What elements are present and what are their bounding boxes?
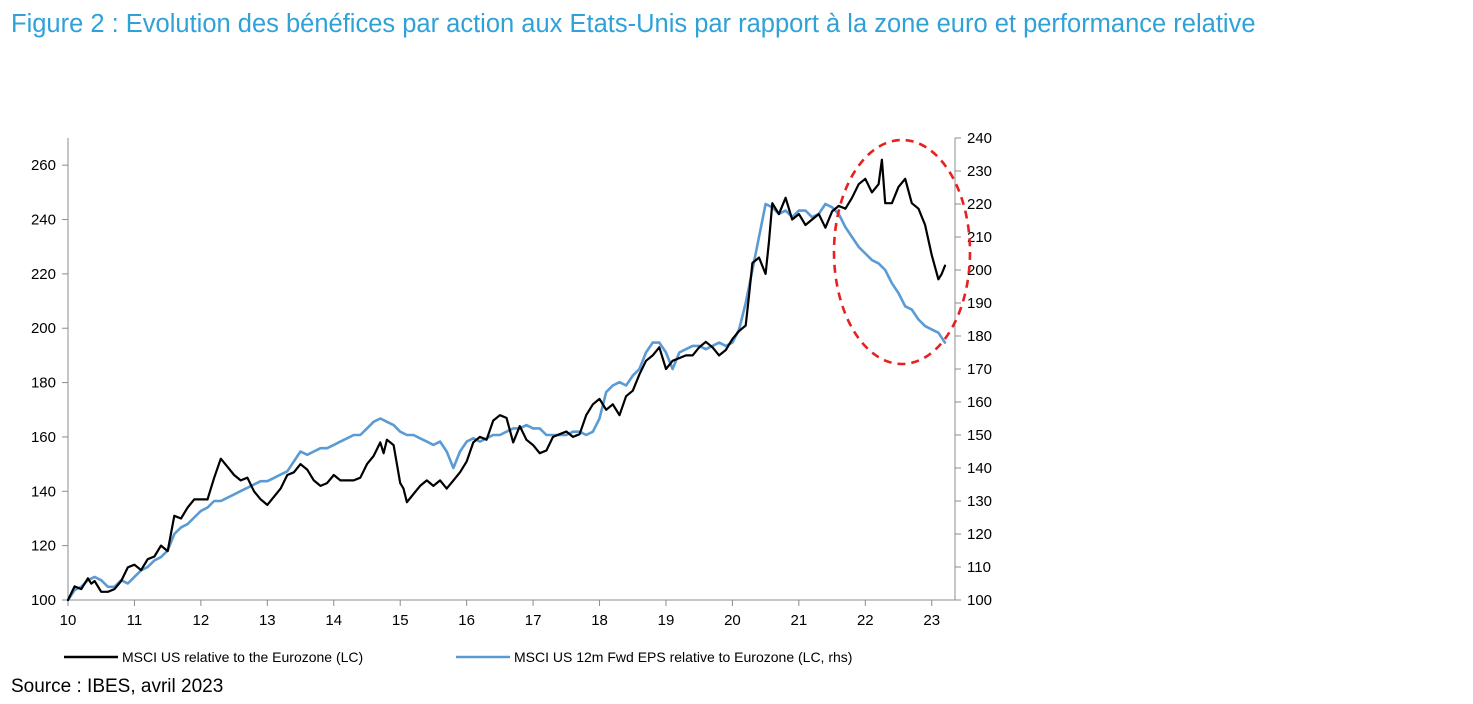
x-tick-label: 13	[259, 612, 276, 629]
y-right-tick-label: 210	[967, 229, 992, 246]
legend-label-1: MSCI US relative to the Eurozone (LC)	[122, 649, 363, 665]
x-tick-label: 17	[525, 612, 542, 629]
x-tick-label: 15	[392, 612, 409, 629]
highlight-ellipse	[832, 138, 972, 366]
x-tick-label: 11	[127, 612, 143, 629]
y-left-tick-label: 120	[31, 538, 56, 555]
legend-label-2: MSCI US 12m Fwd EPS relative to Eurozone…	[514, 649, 852, 665]
y-left-tick-label: 220	[31, 266, 56, 283]
x-tick-label: 21	[791, 612, 808, 629]
y-left-tick-label: 180	[31, 375, 56, 392]
chart-legend: MSCI US relative to the Eurozone (LC) MSC…	[64, 649, 852, 665]
y-left-tick-label: 160	[31, 429, 56, 446]
y-right-tick-label: 100	[967, 592, 992, 609]
y-right-tick-label: 130	[967, 493, 992, 510]
chart-axes: 100 120 140 160 180 200 220 240 260 100 110 120 130 1…	[31, 130, 992, 629]
x-tick-label: 20	[724, 612, 741, 629]
y-left-tick-label: 140	[31, 483, 56, 500]
y-left-tick-label: 100	[31, 592, 56, 609]
y-left-tick-label: 200	[31, 320, 56, 337]
chart-annotations	[832, 138, 972, 366]
y-right-tick-label: 180	[967, 328, 992, 345]
x-tick-label: 22	[857, 612, 874, 629]
y-right-tick-label: 230	[967, 163, 992, 180]
series-line-1	[66, 158, 947, 602]
series-line-2	[66, 202, 947, 602]
x-tick-label: 16	[458, 612, 475, 629]
chart-series	[66, 158, 947, 602]
y-right-tick-label: 140	[967, 460, 992, 477]
line-chart: 100 120 140 160 180 200 220 240 260 100 110 120 130 1…	[31, 130, 992, 665]
y-right-tick-label: 160	[967, 394, 992, 411]
y-right-tick-label: 220	[967, 196, 992, 213]
y-left-tick-label: 260	[31, 157, 56, 174]
y-right-tick-label: 150	[967, 427, 992, 444]
x-tick-label: 23	[923, 612, 940, 629]
x-tick-label: 14	[325, 612, 342, 629]
x-tick-label: 19	[658, 612, 675, 629]
x-tick-label: 18	[591, 612, 608, 629]
y-right-tick-label: 170	[967, 361, 992, 378]
y-right-tick-label: 120	[967, 526, 992, 543]
y-right-tick-label: 110	[967, 559, 991, 576]
y-left-tick-label: 240	[31, 212, 56, 229]
y-right-tick-label: 190	[967, 295, 992, 312]
y-right-tick-label: 240	[967, 130, 992, 147]
source-note: Source : IBES, avril 2023	[11, 676, 224, 697]
x-tick-label: 10	[60, 612, 77, 629]
x-tick-label: 12	[193, 612, 210, 629]
y-right-tick-label: 200	[967, 262, 992, 279]
page-title: Figure 2 : Evolution des bénéfices par a…	[11, 10, 1256, 38]
